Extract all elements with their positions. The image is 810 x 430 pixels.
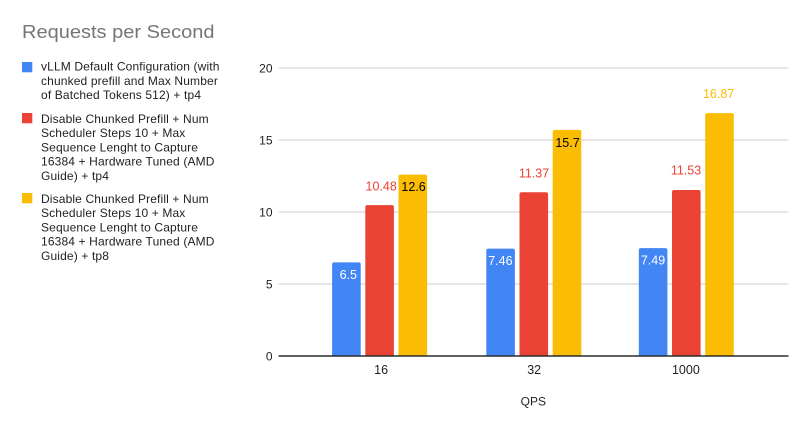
svg-text:QPS: QPS: [521, 395, 546, 409]
svg-text:6.5: 6.5: [340, 268, 357, 282]
svg-text:Guide) + tp8: Guide) + tp8: [41, 249, 109, 263]
svg-text:16384 + Hardware Tuned (AMD: 16384 + Hardware Tuned (AMD: [41, 155, 215, 169]
svg-text:Guide) + tp4: Guide) + tp4: [41, 169, 109, 183]
svg-text:15.7: 15.7: [555, 136, 579, 150]
svg-text:of Batched Tokens 512) + tp4: of Batched Tokens 512) + tp4: [41, 88, 201, 102]
svg-text:Sequence Lenght to Capture: Sequence Lenght to Capture: [41, 220, 198, 234]
svg-text:20: 20: [259, 61, 273, 75]
svg-text:16384 + Hardware Tuned (AMD: 16384 + Hardware Tuned (AMD: [41, 235, 215, 249]
svg-text:15: 15: [259, 133, 273, 147]
svg-text:16: 16: [374, 363, 388, 377]
svg-text:Disable Chunked Prefill + Num: Disable Chunked Prefill + Num: [41, 192, 209, 206]
svg-text:16.87: 16.87: [703, 87, 734, 101]
svg-text:7.49: 7.49: [641, 254, 665, 268]
svg-text:1000: 1000: [672, 363, 700, 377]
svg-text:0: 0: [266, 349, 273, 363]
svg-text:7.46: 7.46: [488, 254, 512, 268]
svg-text:11.53: 11.53: [671, 164, 701, 178]
svg-text:chunked prefill and Max Number: chunked prefill and Max Number: [41, 74, 218, 88]
svg-text:12.6: 12.6: [401, 180, 425, 194]
svg-text:Sequence Lenght to Capture: Sequence Lenght to Capture: [41, 140, 198, 154]
svg-text:Scheduler Steps 10 + Max: Scheduler Steps 10 + Max: [41, 126, 185, 140]
svg-text:Disable Chunked Prefill + Num: Disable Chunked Prefill + Num: [41, 112, 209, 126]
svg-text:vLLM Default Configuration (wi: vLLM Default Configuration (with: [41, 60, 220, 74]
svg-text:32: 32: [527, 363, 541, 377]
svg-text:Requests per Second: Requests per Second: [22, 22, 215, 42]
svg-text:10: 10: [259, 205, 273, 219]
svg-text:5: 5: [266, 277, 273, 291]
svg-text:Scheduler Steps 10 + Max: Scheduler Steps 10 + Max: [41, 206, 185, 220]
svg-text:11.37: 11.37: [519, 166, 549, 180]
svg-text:10.48: 10.48: [366, 180, 397, 194]
